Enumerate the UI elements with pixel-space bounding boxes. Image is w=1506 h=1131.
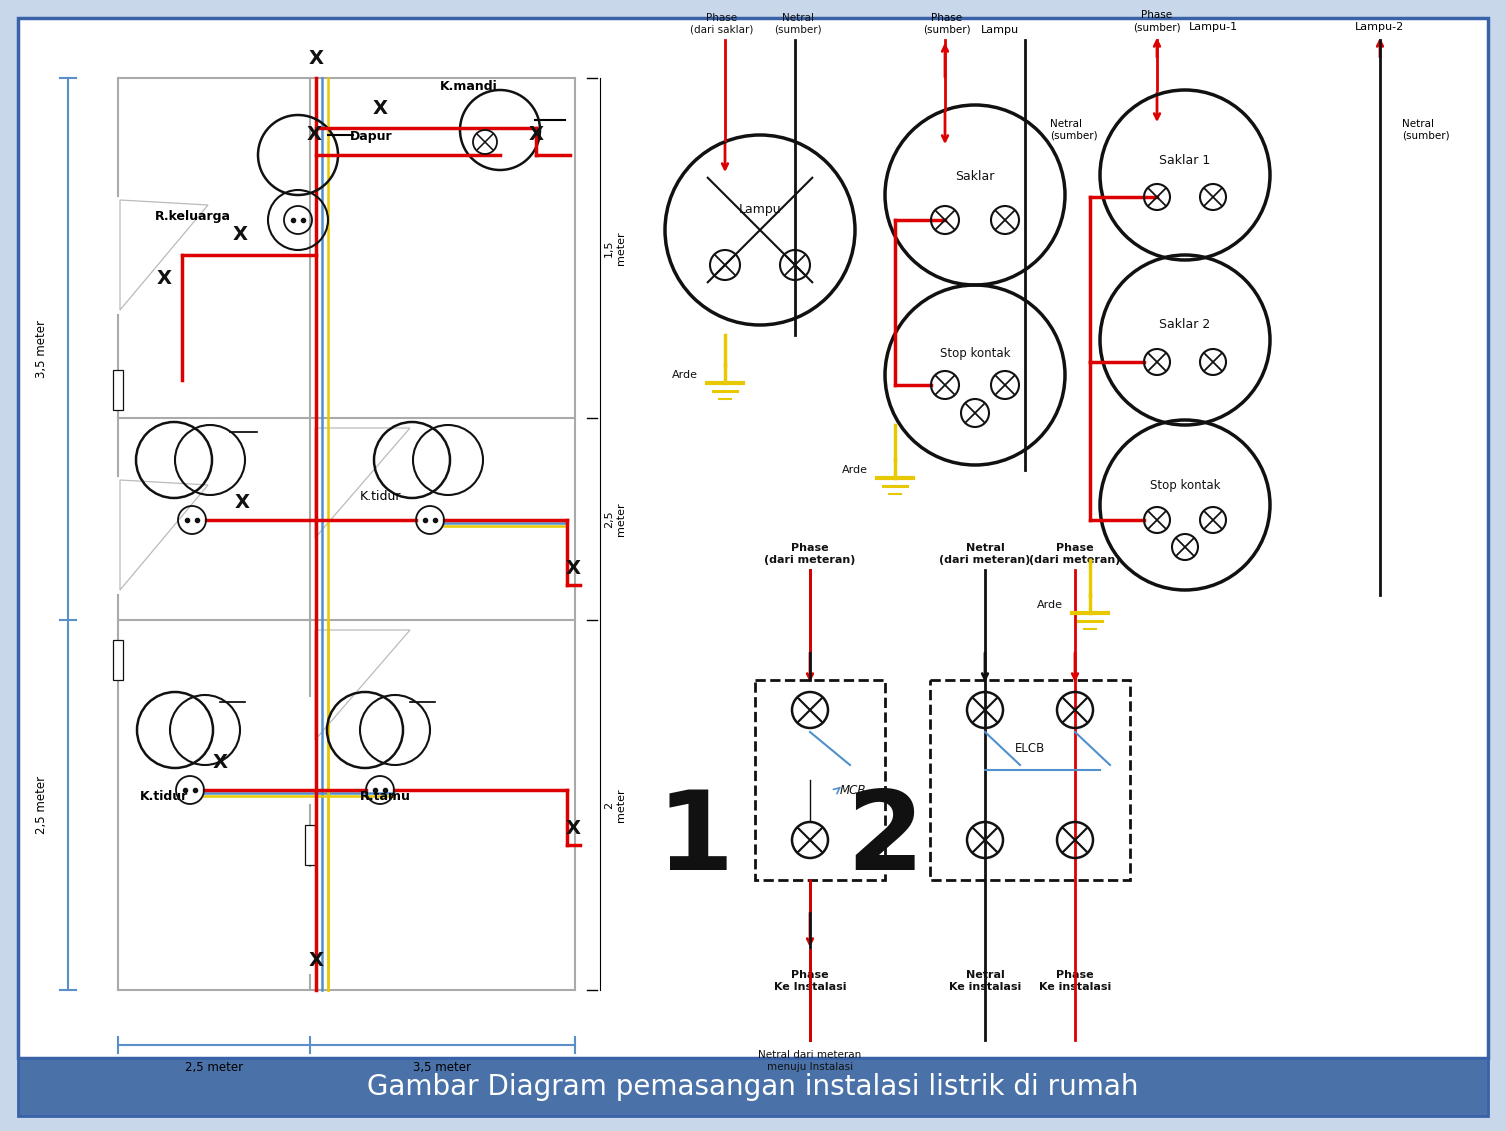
Text: X: X <box>565 559 580 578</box>
Text: Phase
(dari meteran): Phase (dari meteran) <box>1029 543 1120 566</box>
Text: Netral
Ke instalasi: Netral Ke instalasi <box>949 970 1021 992</box>
Text: X: X <box>232 225 247 244</box>
Text: Arde: Arde <box>1038 601 1063 610</box>
Bar <box>931 680 1130 880</box>
Text: MCB: MCB <box>840 784 866 796</box>
FancyBboxPatch shape <box>18 18 1488 1057</box>
Text: Stop kontak: Stop kontak <box>940 346 1011 360</box>
Text: Netral
(sumber): Netral (sumber) <box>1402 119 1450 140</box>
Text: 1,5
meter: 1,5 meter <box>604 231 626 265</box>
Text: 1: 1 <box>657 786 733 893</box>
Text: Phase
Ke Instalasi: Phase Ke Instalasi <box>774 970 846 992</box>
Text: 2,5
meter: 2,5 meter <box>604 502 626 536</box>
Text: Saklar 1: Saklar 1 <box>1160 154 1211 166</box>
Text: Lampu-1: Lampu-1 <box>1188 21 1238 32</box>
Text: X: X <box>307 126 321 145</box>
Text: Netral
(sumber): Netral (sumber) <box>1050 119 1098 140</box>
Text: Arde: Arde <box>672 370 697 380</box>
Text: Phase
(dari meteran): Phase (dari meteran) <box>765 543 855 566</box>
Text: X: X <box>529 126 544 145</box>
Text: Phase
(sumber): Phase (sumber) <box>1133 10 1181 32</box>
Text: Netral
(sumber): Netral (sumber) <box>774 14 822 35</box>
Text: K.mandi: K.mandi <box>440 80 498 93</box>
Text: Dapur: Dapur <box>349 130 393 143</box>
Bar <box>113 370 123 411</box>
Text: Saklar: Saklar <box>955 171 994 183</box>
Text: Phase
(dari saklar): Phase (dari saklar) <box>690 14 753 35</box>
Text: Lampu: Lampu <box>738 204 782 216</box>
Text: 3,5 meter: 3,5 meter <box>35 320 48 378</box>
Text: R.tamu: R.tamu <box>360 789 411 803</box>
Text: Stop kontak: Stop kontak <box>1149 478 1220 492</box>
Text: Saklar 2: Saklar 2 <box>1160 319 1211 331</box>
Text: X: X <box>565 819 580 837</box>
Text: X: X <box>309 950 324 969</box>
Text: X: X <box>235 492 250 511</box>
Text: K.tidur: K.tidur <box>140 789 188 803</box>
Text: Netral
(dari meteran): Netral (dari meteran) <box>940 543 1030 566</box>
Bar <box>113 640 123 680</box>
Text: Gambar Diagram pemasangan instalasi listrik di rumah: Gambar Diagram pemasangan instalasi list… <box>367 1073 1139 1100</box>
Text: 2,5 meter: 2,5 meter <box>185 1061 242 1074</box>
Bar <box>306 824 315 865</box>
Text: Phase
(sumber): Phase (sumber) <box>923 14 971 35</box>
Text: Lampu: Lampu <box>980 25 1020 35</box>
Text: 2
meter: 2 meter <box>604 788 626 822</box>
Text: K.tidur: K.tidur <box>360 490 402 503</box>
Text: 2,5 meter: 2,5 meter <box>35 776 48 834</box>
Text: R.keluarga: R.keluarga <box>155 210 230 223</box>
Text: X: X <box>157 268 172 287</box>
Text: Arde: Arde <box>842 465 867 475</box>
Text: X: X <box>372 98 387 118</box>
Text: X: X <box>212 752 227 771</box>
Text: 2: 2 <box>846 786 923 893</box>
Text: Phase
Ke instalasi: Phase Ke instalasi <box>1039 970 1111 992</box>
Text: X: X <box>309 49 324 68</box>
Text: Lampu-2: Lampu-2 <box>1355 21 1405 32</box>
Text: Netral dari meteran
menuju Instalasi: Netral dari meteran menuju Instalasi <box>759 1050 861 1071</box>
FancyBboxPatch shape <box>18 1057 1488 1116</box>
Text: 3,5 meter: 3,5 meter <box>413 1061 471 1074</box>
Bar <box>755 680 886 880</box>
Text: ELCB: ELCB <box>1015 742 1045 754</box>
